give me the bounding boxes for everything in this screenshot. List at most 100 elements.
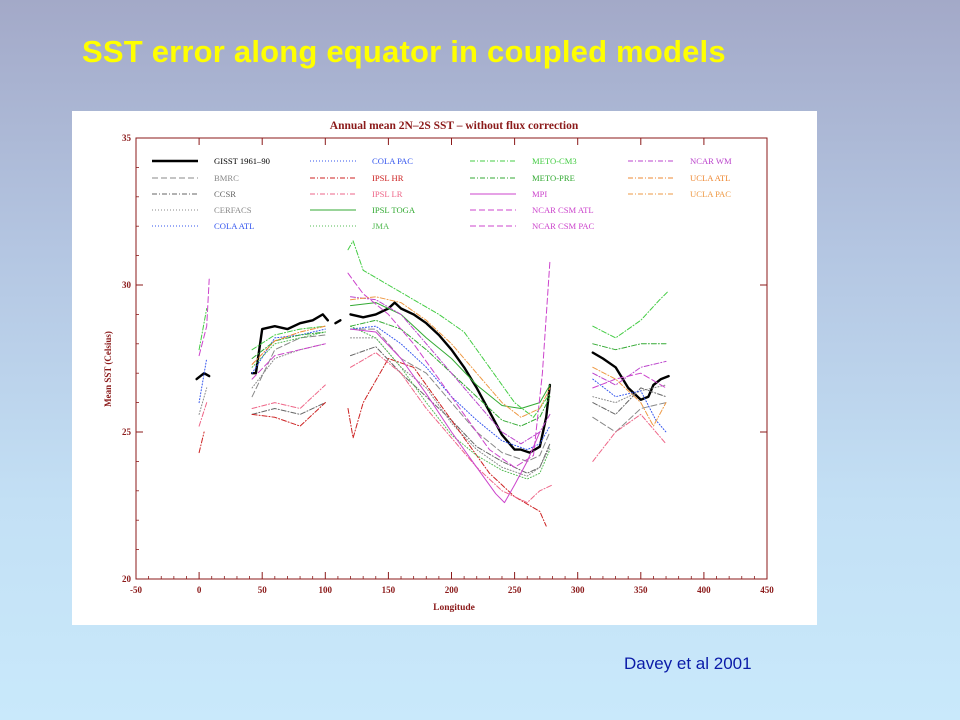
series-ncar-wm xyxy=(350,296,667,445)
series-bmrc xyxy=(251,328,667,462)
series-line xyxy=(350,328,541,504)
legend-label: COLA ATL xyxy=(214,221,254,231)
legend-label: METO-PRE xyxy=(532,173,575,183)
x-tick-label: 200 xyxy=(445,585,459,595)
series-line xyxy=(592,384,667,404)
series-line xyxy=(251,331,326,368)
series-line xyxy=(198,402,208,427)
legend-label: IPSL HR xyxy=(372,173,404,183)
series-line xyxy=(251,343,326,380)
series-ipsl-hr xyxy=(198,358,547,527)
series-line xyxy=(251,402,326,415)
series-ncar-csm-atl xyxy=(198,278,326,380)
series-line xyxy=(350,302,551,409)
series-line xyxy=(334,319,342,325)
series-line xyxy=(198,387,208,415)
chart-figure: -50 0 50 100 150 200 250 300 350 400 450 20 25 30 35 G… xyxy=(72,111,817,625)
y-tick-label: 20 xyxy=(122,574,132,584)
series-line xyxy=(198,358,208,404)
chart-title: Annual mean 2N–2S SST – without flux cor… xyxy=(330,120,579,132)
chart-series xyxy=(195,240,670,527)
series-line xyxy=(251,334,326,398)
series-mpi xyxy=(350,328,541,504)
series-line xyxy=(251,384,326,409)
series-line xyxy=(347,240,551,418)
series-line xyxy=(251,325,326,351)
series-cola-pac xyxy=(350,325,667,451)
slide-title: SST error along equator in coupled model… xyxy=(82,34,726,69)
series-line xyxy=(592,387,667,415)
series-line xyxy=(251,343,326,389)
series-line xyxy=(350,337,551,477)
legend-label: UCLA PAC xyxy=(690,189,731,199)
legend-label: NCAR CSM PAC xyxy=(532,221,595,231)
chart-axes: -50 0 50 100 150 200 250 300 350 400 450 20 25 30 35 xyxy=(122,133,774,595)
series-line xyxy=(350,346,551,474)
legend-label: CERFACS xyxy=(214,205,252,215)
legend-label: IPSL LR xyxy=(372,189,403,199)
series-ipsl-toga xyxy=(350,302,551,409)
x-tick-label: 400 xyxy=(697,585,711,595)
x-tick-label: 150 xyxy=(382,585,396,595)
legend-label: COLA PAC xyxy=(372,156,413,166)
series-line xyxy=(592,343,667,351)
series-line xyxy=(592,378,667,433)
series-line xyxy=(592,402,667,433)
series-ipsl-lr xyxy=(198,352,667,504)
series-line xyxy=(198,278,210,357)
series-gisst-1961-90 xyxy=(195,301,670,454)
series-line xyxy=(591,351,670,401)
series-ucla-pac xyxy=(350,296,667,427)
series-line xyxy=(198,308,208,351)
chart-legend: GISST 1961–90 BMRC CCSR CERFACS COLA ATL COLA… xyxy=(152,156,732,231)
citation: Davey et al 2001 xyxy=(624,654,752,673)
series-line xyxy=(251,331,326,359)
series-line xyxy=(251,402,326,427)
legend-label: BMRC xyxy=(214,173,239,183)
series-ncar-csm-pac xyxy=(347,261,667,468)
series-meto-cm3 xyxy=(198,240,670,418)
legend-label: IPSL TOGA xyxy=(372,205,416,215)
x-axis-label: Longitude xyxy=(433,603,475,613)
series-line xyxy=(350,296,551,445)
series-line xyxy=(350,328,551,462)
series-ccsr xyxy=(251,346,667,474)
y-tick-label: 35 xyxy=(122,133,132,143)
legend-label: JMA xyxy=(372,221,390,231)
series-line xyxy=(592,413,667,462)
x-tick-label: 0 xyxy=(197,585,202,595)
sst-line-chart: -50 0 50 100 150 200 250 300 350 400 450 20 25 30 35 G… xyxy=(103,120,774,613)
legend-label: GISST 1961–90 xyxy=(214,156,270,166)
series-meto-pre xyxy=(251,319,667,427)
legend-label: METO-CM3 xyxy=(532,156,577,166)
series-line xyxy=(350,325,551,451)
series-line xyxy=(350,296,551,418)
x-tick-label: 50 xyxy=(258,585,268,595)
legend-label: MPI xyxy=(532,189,547,199)
x-tick-label: 250 xyxy=(508,585,522,595)
series-line xyxy=(350,352,553,504)
legend-label: NCAR WM xyxy=(690,156,732,166)
x-tick-label: 350 xyxy=(634,585,648,595)
x-tick-label: 450 xyxy=(760,585,774,595)
x-tick-label: 100 xyxy=(319,585,333,595)
series-jma xyxy=(251,325,551,480)
series-line xyxy=(250,313,330,375)
y-tick-label: 30 xyxy=(122,280,132,290)
series-line xyxy=(592,290,670,339)
legend-label: CCSR xyxy=(214,189,236,199)
series-line xyxy=(347,358,547,527)
x-tick-label: 300 xyxy=(571,585,585,595)
legend-label: UCLA ATL xyxy=(690,173,730,183)
series-cerfacs xyxy=(198,337,667,477)
x-tick-label: -50 xyxy=(130,585,142,595)
series-line xyxy=(347,261,551,468)
series-cola-atl xyxy=(198,328,326,404)
series-line xyxy=(592,360,667,386)
series-line xyxy=(251,325,326,365)
series-line xyxy=(198,431,205,454)
series-line xyxy=(350,325,551,480)
series-ucla-atl xyxy=(251,325,326,365)
y-tick-label: 25 xyxy=(122,427,132,437)
y-axis-label: Mean SST (Celsius) xyxy=(103,331,113,407)
